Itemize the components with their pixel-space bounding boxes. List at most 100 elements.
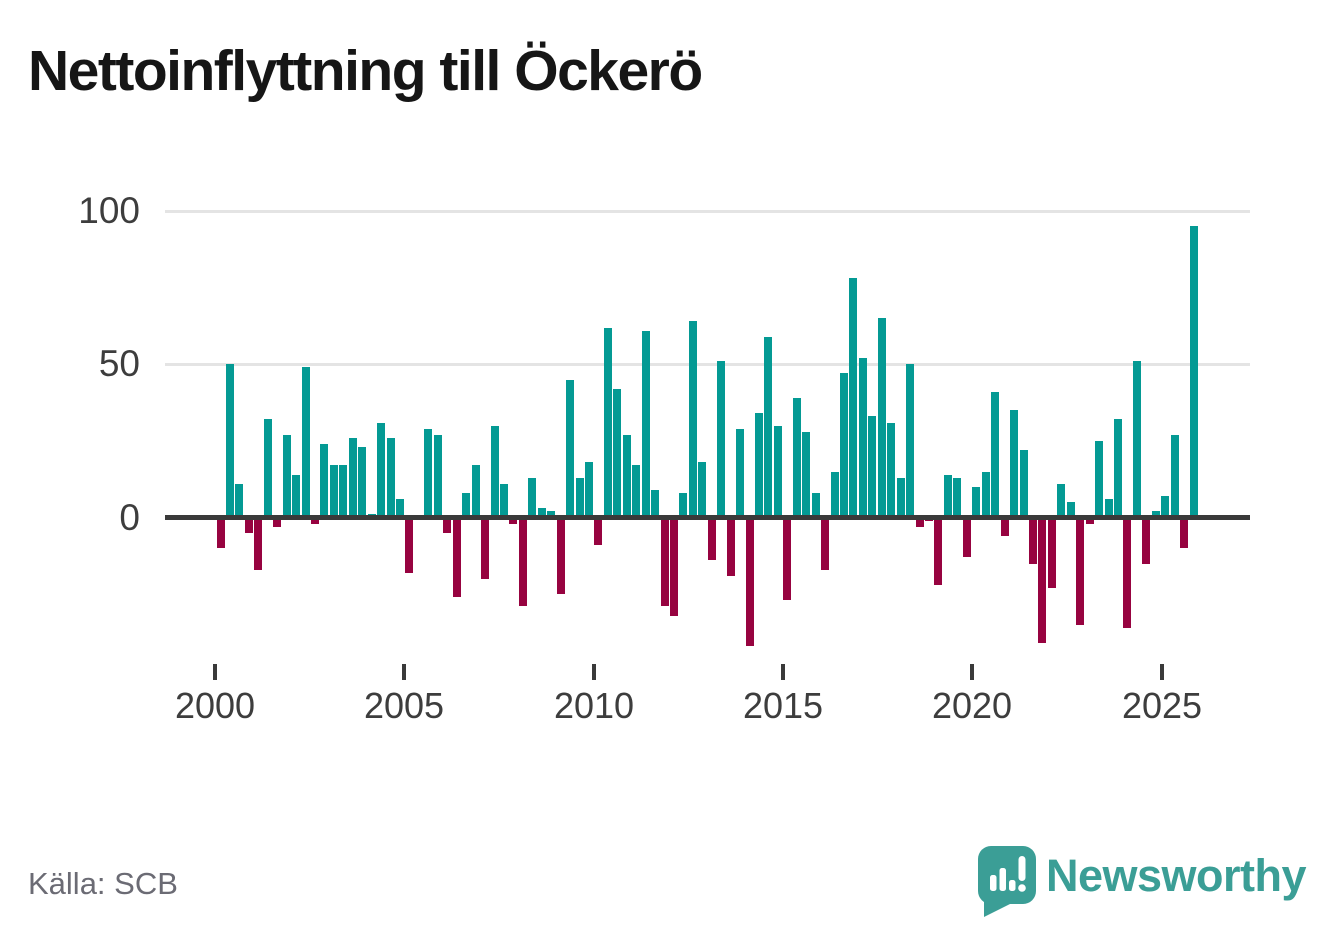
x-tick-label-2005: 2005 [363,685,445,726]
x-tick-2015 [781,664,785,680]
bar-2010-q2 [603,327,612,518]
bar-2024-q2 [1132,361,1141,518]
bar-2002-q3 [311,517,319,524]
bar-2014-q2 [755,413,763,518]
bar-2021-q4 [1038,517,1047,644]
x-tick-label-2025: 2025 [1121,685,1203,726]
bar-2002-q2 [301,367,310,518]
bar-2012-q4 [698,462,707,518]
x-tick-label-2015: 2015 [742,685,824,726]
bar-2010-q1 [594,517,603,546]
bar-2022-q4 [1076,517,1085,625]
bar-2006-q2 [452,517,461,598]
bar-2006-q3 [462,493,471,518]
bar-2020-q4 [1000,517,1009,536]
bar-2008-q3 [537,508,546,518]
bar-2020-q3 [991,391,1000,518]
bar-2022-q1 [1047,517,1056,588]
bar-2004-q2 [377,422,386,518]
bar-2009-q3 [575,477,584,518]
bar-2020-q1 [972,486,981,518]
bar-2003-q2 [339,465,348,518]
bar-2011-q2 [641,330,650,518]
bar-2016-q2 [830,471,839,518]
x-tick-2005 [402,664,406,680]
bar-2015-q4 [811,493,820,518]
bar-2019-q2 [943,474,952,518]
bar-2022-q3 [1066,502,1075,518]
bar-2000-q1 [216,517,225,549]
bar-2013-q2 [717,361,726,518]
bar-2010-q3 [613,388,622,518]
x-tick-label-2010: 2010 [553,685,635,726]
bar-2023-q3 [1104,499,1113,518]
bar-2007-q2 [490,425,499,518]
newsworthy-logo: Newsworthy [976,844,1307,924]
bar-2012-q1 [669,517,678,616]
bar-2017-q4 [887,422,896,518]
bar-2004-q4 [396,499,404,518]
bar-2000-q4 [244,517,253,533]
x-tick-label-2020: 2020 [931,685,1013,726]
bar-2005-q3 [424,428,433,518]
bar-2012-q2 [679,493,688,518]
bar-2001-q2 [263,419,272,518]
bar-2001-q3 [273,517,282,527]
gridline-50 [165,362,1250,366]
bar-2007-q3 [499,483,508,518]
source-note: Källa: SCB [28,866,178,901]
y-tick-label-100: 100 [78,190,140,231]
bar-2009-q2 [566,379,574,518]
x-tick-label-2000: 2000 [174,685,256,726]
bar-2014-q3 [764,336,773,518]
bar-2025-q3 [1180,517,1189,549]
bar-2019-q4 [962,517,971,558]
bar-2024-q1 [1123,517,1132,628]
bar-2014-q1 [745,517,754,647]
bar-2020-q2 [981,471,990,518]
bar-2009-q1 [556,517,565,595]
zero-axis-line [165,515,1250,520]
newsworthy-speech-bubble-icon [978,846,1036,917]
x-tick-2025 [1160,664,1164,680]
bar-2007-q1 [481,517,489,579]
bar-2016-q1 [821,517,830,570]
bar-2025-q1 [1161,496,1170,518]
bar-2011-q4 [660,517,669,607]
gridline-100 [165,209,1250,213]
bar-2024-q3 [1142,517,1151,564]
bar-2007-q4 [509,517,518,524]
bar-2008-q4 [547,511,556,518]
bar-2015-q2 [792,398,801,518]
bar-2013-q4 [736,428,745,518]
bar-2003-q4 [358,447,367,518]
bar-2018-q2 [906,364,915,518]
bar-2000-q2 [225,364,234,518]
bar-2012-q3 [688,321,697,518]
bar-2008-q1 [518,517,527,607]
bar-2005-q4 [433,434,442,518]
x-tick-2010 [592,664,596,680]
bar-2023-q2 [1095,440,1103,518]
bar-2025-q4 [1189,226,1198,518]
page-title: Nettoinflyttning till Öckerö [28,39,703,103]
bar-2001-q1 [254,517,263,570]
x-tick-2000 [213,664,217,680]
bar-2016-q3 [840,373,848,518]
bar-2002-q4 [320,443,329,518]
bar-2018-q1 [896,477,905,518]
bar-2019-q3 [953,477,962,518]
bar-2021-q1 [1010,410,1018,518]
bar-2006-q1 [443,517,452,533]
bar-2001-q4 [282,434,291,518]
bar-2021-q3 [1028,517,1037,564]
bar-2011-q1 [632,465,641,518]
bar-2024-q4 [1151,511,1160,518]
bar-2002-q1 [292,474,301,518]
bar-2005-q1 [405,517,414,573]
bar-2017-q1 [858,358,867,518]
bar-2004-q3 [386,437,395,518]
bar-2003-q1 [329,465,338,518]
